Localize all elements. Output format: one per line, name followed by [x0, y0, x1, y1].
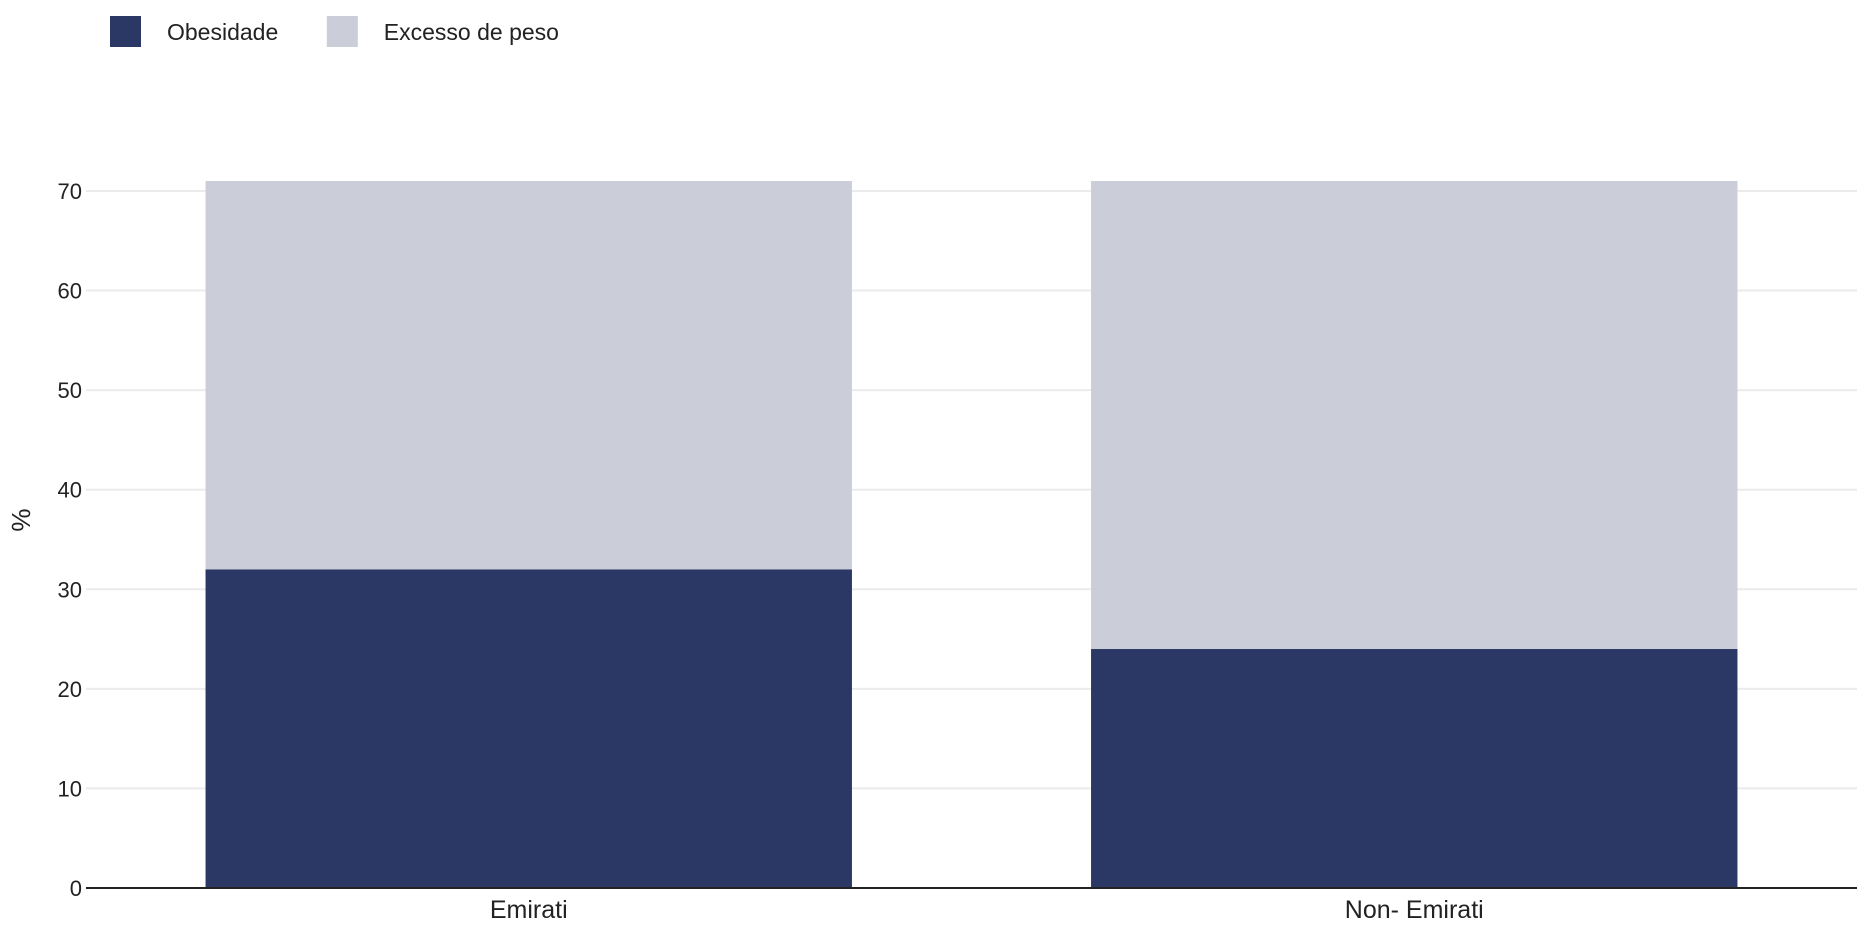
y-tick-label-20: 20 — [58, 677, 82, 702]
legend-swatch-excesso-de-peso — [326, 16, 358, 47]
y-tick-label-50: 50 — [58, 378, 82, 403]
y-axis-label: % — [6, 508, 36, 531]
y-axis-ticks: 0 10 20 30 40 50 60 70 — [58, 179, 82, 901]
y-tick-label-10: 10 — [58, 776, 82, 801]
legend: Obesidade Excesso de peso — [110, 16, 559, 47]
bars — [205, 181, 1738, 888]
bar-non-emirati-obesidade — [1091, 649, 1738, 888]
bar-non-emirati-excesso-de-peso — [1091, 181, 1738, 650]
legend-label: Excesso de peso — [384, 19, 559, 45]
y-tick-label-30: 30 — [58, 577, 82, 602]
bar-emirati-obesidade — [205, 569, 852, 888]
x-category-label: Emirati — [490, 896, 568, 924]
x-axis-categories: Emirati Non- Emirati — [490, 896, 1484, 924]
y-tick-label-40: 40 — [58, 478, 82, 503]
y-tick-label-60: 60 — [58, 279, 82, 304]
y-tick-label-0: 0 — [70, 876, 82, 901]
legend-swatch-obesidade — [110, 16, 141, 47]
bar-emirati-excesso-de-peso — [205, 181, 852, 570]
y-tick-label-70: 70 — [58, 179, 82, 204]
x-category-label: Non- Emirati — [1345, 896, 1484, 924]
legend-label: Obesidade — [167, 19, 278, 45]
